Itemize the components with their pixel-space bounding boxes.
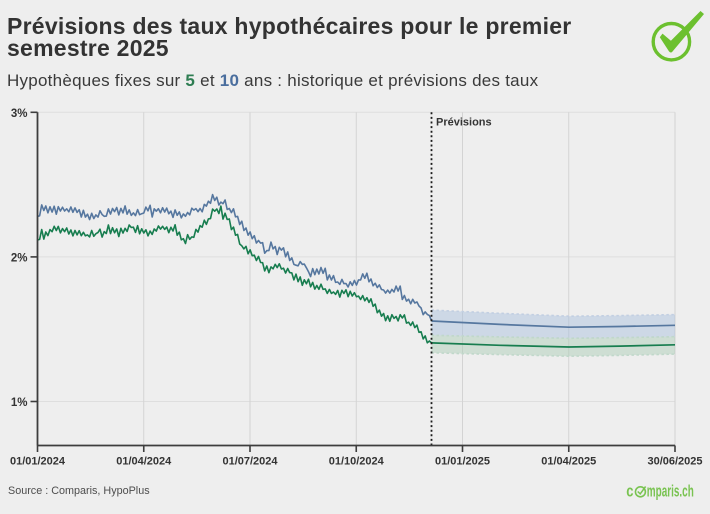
svg-text:01/10/2024: 01/10/2024 bbox=[329, 456, 385, 468]
svg-text:01/04/2025: 01/04/2025 bbox=[541, 456, 596, 468]
svg-text:01/01/2024: 01/01/2024 bbox=[10, 456, 66, 468]
svg-text:c: c bbox=[626, 483, 633, 501]
svg-text:01/04/2024: 01/04/2024 bbox=[116, 456, 172, 468]
svg-text:30/06/2025: 30/06/2025 bbox=[647, 456, 702, 468]
svg-text:mparis.ch: mparis.ch bbox=[647, 483, 694, 501]
svg-text:Prévisions: Prévisions bbox=[436, 117, 492, 129]
svg-text:01/07/2024: 01/07/2024 bbox=[222, 456, 278, 468]
svg-text:01/01/2025: 01/01/2025 bbox=[435, 456, 490, 468]
svg-text:3%: 3% bbox=[11, 108, 28, 120]
svg-text:1%: 1% bbox=[11, 397, 28, 409]
svg-text:2%: 2% bbox=[11, 252, 28, 264]
